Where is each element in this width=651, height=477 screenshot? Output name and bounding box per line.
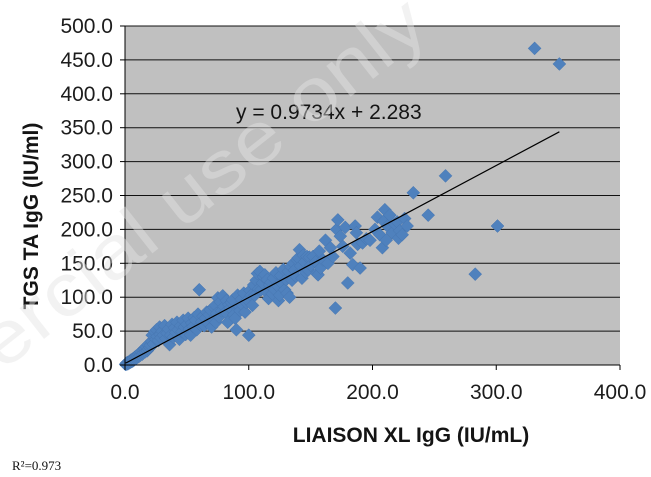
data-point <box>395 227 410 242</box>
trendline <box>125 131 560 364</box>
x-axis-ticks: 0.0 100.0 200.0 300.0 400.0 <box>110 365 646 404</box>
x-tick-label: 100.0 <box>222 381 275 404</box>
y-tick-label: 50.0 <box>72 320 113 343</box>
data-point <box>490 219 505 233</box>
y-tick-label: 350.0 <box>60 117 113 140</box>
y-tick-label: 250.0 <box>60 185 113 208</box>
data-point <box>282 290 297 305</box>
x-axis-title: LIAISON XL IgG (IU/mL) <box>293 424 529 447</box>
data-point <box>406 185 421 200</box>
data-point <box>241 328 256 343</box>
data-point <box>400 219 415 233</box>
data-point <box>379 233 393 248</box>
data-point <box>343 246 358 260</box>
data-point <box>421 208 436 223</box>
data-point <box>238 305 252 319</box>
data-point <box>438 168 453 183</box>
data-point <box>527 41 542 56</box>
y-tick-label: 150.0 <box>60 252 113 275</box>
data-point <box>468 267 483 282</box>
y-tick-label: 0.0 <box>84 354 113 377</box>
data-point <box>363 233 377 248</box>
y-axis-title: TGS TA IgG (IU/ml) <box>20 123 43 310</box>
x-tick-label: 400.0 <box>594 381 647 404</box>
trendline-equation: y = 0.9734x + 2.283 <box>236 101 422 124</box>
y-tick-label: 400.0 <box>60 83 113 106</box>
x-tick-label: 300.0 <box>470 381 523 404</box>
data-point <box>328 301 343 315</box>
gridlines <box>125 25 620 332</box>
data-point <box>192 282 207 297</box>
y-tick-label: 200.0 <box>60 218 113 241</box>
y-tick-label: 300.0 <box>60 151 113 174</box>
y-tick-label: 500.0 <box>60 15 113 38</box>
y-tick-label: 450.0 <box>60 49 113 72</box>
data-point <box>330 213 345 227</box>
y-tick-label: 100.0 <box>60 286 113 309</box>
data-point <box>353 261 367 275</box>
y-axis-ticks: 0.0 50.0 100.0 150.0 200.0 250.0 300.0 350.0 400… <box>60 15 125 377</box>
data-point <box>552 57 567 71</box>
data-point <box>229 322 244 337</box>
data-point <box>340 276 355 290</box>
r-squared-caption: R²=0.973 <box>12 458 62 473</box>
x-tick-label: 200.0 <box>346 381 399 404</box>
data-point <box>245 298 260 313</box>
x-tick-label: 0.0 <box>110 381 139 404</box>
